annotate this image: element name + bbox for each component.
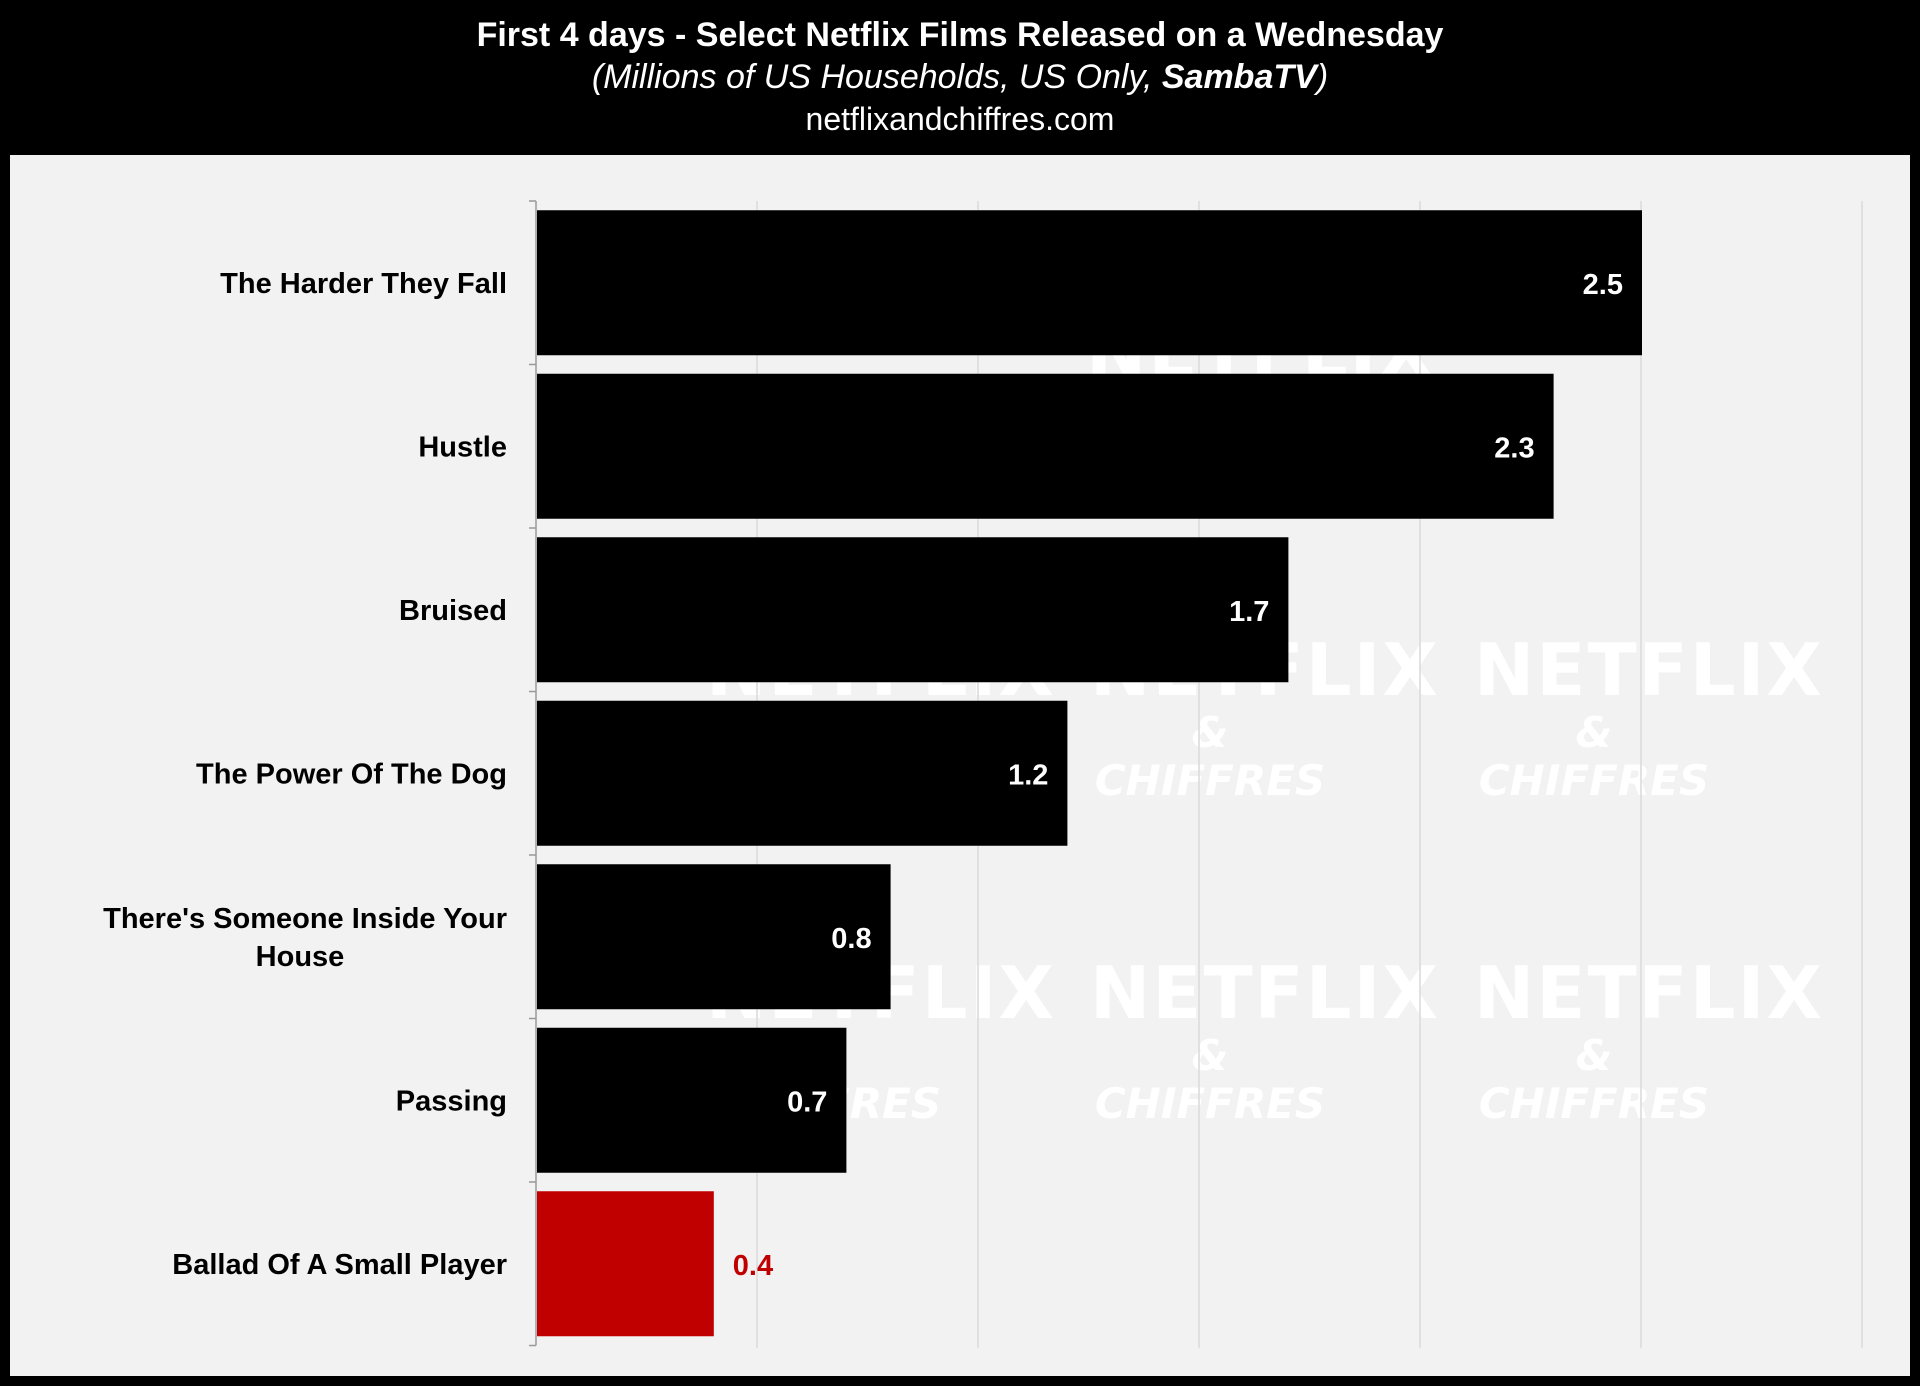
category-label: The Harder They Fall bbox=[220, 268, 507, 300]
data-label: 0.8 bbox=[831, 923, 871, 955]
bar bbox=[537, 1191, 714, 1337]
bar bbox=[537, 373, 1554, 519]
chart-subtitle: (Millions of US Households, US Only, Sam… bbox=[0, 56, 1920, 98]
data-label: 1.2 bbox=[1008, 759, 1048, 791]
data-label: 0.4 bbox=[733, 1250, 773, 1282]
category-label: There's Someone Inside Your House bbox=[103, 903, 507, 973]
bars bbox=[537, 210, 1642, 1337]
bar bbox=[537, 864, 891, 1010]
chart-header: First 4 days - Select Netflix Films Rele… bbox=[0, 0, 1920, 155]
chart-source-url: netflixandchiffres.com bbox=[805, 101, 1115, 137]
subtitle-source-name: SambaTV bbox=[1161, 58, 1317, 96]
category-label: Bruised bbox=[399, 595, 507, 627]
bar-chart: 2.5 2.3 1.7 1.2 0.8 0.7 0.4 The Harder They Fal… bbox=[103, 200, 1863, 1348]
data-label: 0.7 bbox=[787, 1086, 827, 1118]
subtitle-close: ) bbox=[1316, 58, 1329, 96]
category-label: Hustle bbox=[418, 431, 507, 463]
value-labels: 2.5 2.3 1.7 1.2 0.8 0.7 0.4 bbox=[733, 269, 1623, 1282]
subtitle-text: (Millions of US Households, US Only, bbox=[591, 58, 1162, 96]
bar bbox=[537, 537, 1289, 683]
bar bbox=[537, 700, 1068, 846]
data-label: 2.3 bbox=[1494, 432, 1534, 464]
category-label: Passing bbox=[396, 1085, 507, 1117]
bar bbox=[537, 210, 1642, 356]
category-label: Ballad Of A Small Player bbox=[172, 1249, 507, 1281]
category-label-line: There's Someone Inside Your bbox=[103, 903, 507, 935]
y-axis bbox=[529, 200, 537, 1347]
data-label: 2.5 bbox=[1583, 269, 1623, 301]
category-labels: The Harder They Fall Hustle Bruised The Pow… bbox=[103, 268, 507, 1281]
chart-title: First 4 days - Select Netflix Films Rele… bbox=[476, 16, 1444, 54]
bar bbox=[537, 1027, 847, 1173]
category-label-line: House bbox=[256, 941, 345, 973]
category-label: The Power Of The Dog bbox=[196, 758, 507, 790]
data-label: 1.7 bbox=[1229, 596, 1269, 628]
